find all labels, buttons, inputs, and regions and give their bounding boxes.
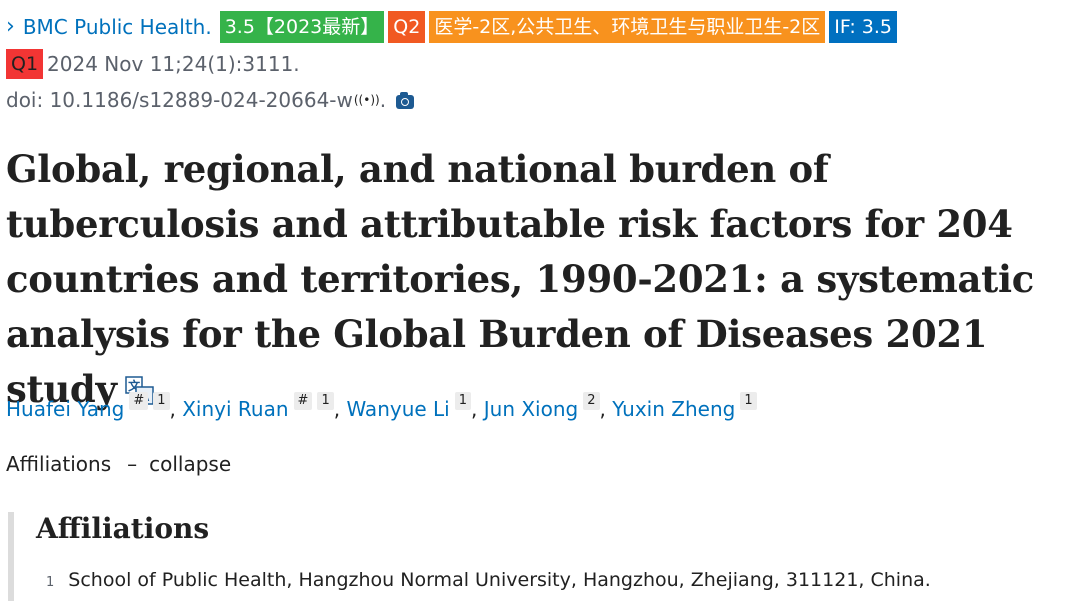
equal-contrib-mark: # <box>293 392 313 410</box>
author-link[interactable]: Wanyue Li <box>346 397 450 421</box>
affiliations-panel: Affiliations 1 School of Public Health, … <box>8 512 1072 601</box>
affiliation-number: 1 <box>46 575 55 590</box>
author-list: Huafei Yang # 1 , Xinyi Ruan # 1 , Wanyu… <box>6 392 757 426</box>
jcr-badge: 3.5【2023最新】 <box>219 11 385 43</box>
doi-row: doi: 10.1186/s12889-024-20664-w ((•)) . <box>6 85 415 115</box>
affiliation-ref[interactable]: 1 <box>454 392 472 410</box>
camera-icon[interactable] <box>396 92 415 109</box>
affiliations-toggle[interactable]: Affiliations – collapse <box>6 448 231 480</box>
author-link[interactable]: Yuxin Zheng <box>612 397 736 421</box>
doi-end: . <box>379 88 387 112</box>
affiliations-heading: Affiliations <box>36 512 210 545</box>
citation-text: 2024 Nov 11;24(1):3111. <box>47 52 300 76</box>
author-link[interactable]: Xinyi Ruan <box>182 397 289 421</box>
affiliation-text: School of Public Health, Hangzhou Normal… <box>68 569 931 591</box>
equal-contrib-mark: # <box>129 392 149 410</box>
cas-quartile-badge: Q2 <box>388 11 426 43</box>
affiliation-ref[interactable]: 1 <box>153 392 170 410</box>
radio-waves-icon[interactable]: ((•)) <box>353 93 380 107</box>
doi-text: doi: 10.1186/s12889-024-20664-w <box>6 88 353 112</box>
author-separator: , <box>599 397 613 421</box>
affiliation-ref[interactable]: 1 <box>740 392 757 410</box>
collapse-dash-icon: – <box>127 452 138 476</box>
jcr-quartile-badge: Q1 <box>6 49 44 79</box>
chevron-right-icon[interactable]: › <box>6 14 15 39</box>
author-link[interactable]: Huafei Yang <box>6 397 125 421</box>
author-separator: , <box>169 397 183 421</box>
article-title: Global, regional, and national burden of… <box>6 142 1072 417</box>
journal-link[interactable]: BMC Public Health. <box>22 15 212 39</box>
author-separator: , <box>333 397 347 421</box>
affiliations-toggle-label: Affiliations <box>6 452 112 476</box>
category-badge: 医学-2区,公共卫生、环境卫生与职业卫生-2区 <box>429 11 826 43</box>
affiliation-ref[interactable]: 1 <box>317 392 334 410</box>
author-link[interactable]: Jun Xiong <box>483 397 579 421</box>
journal-row: › BMC Public Health. 3.5【2023最新】 Q2 医学-2… <box>6 10 897 44</box>
impact-factor-badge: IF: 3.5 <box>829 11 897 43</box>
citation-row: Q1 2024 Nov 11;24(1):3111. <box>6 49 300 79</box>
affiliation-ref[interactable]: 2 <box>583 392 600 410</box>
affiliation-item: 1 School of Public Health, Hangzhou Norm… <box>46 569 931 591</box>
collapse-action[interactable]: collapse <box>149 452 232 476</box>
article-title-text: Global, regional, and national burden of… <box>6 147 1034 411</box>
author-separator: , <box>471 397 484 421</box>
